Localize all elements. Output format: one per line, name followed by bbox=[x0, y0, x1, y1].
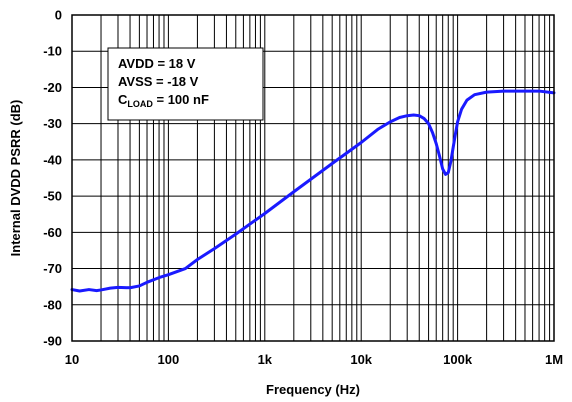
y-axis-title: Internal DVDD PSRR (dB) bbox=[8, 100, 23, 257]
x-tick-label: 100k bbox=[443, 352, 473, 367]
x-tick-label: 1k bbox=[258, 352, 273, 367]
x-tick-label: 10k bbox=[350, 352, 372, 367]
annotation-cload-sub: LOAD bbox=[127, 99, 153, 109]
y-tick-label: -80 bbox=[43, 297, 62, 312]
annotation-cload: CLOAD = 100 nF bbox=[118, 92, 209, 109]
y-tick-label: -40 bbox=[43, 152, 62, 167]
y-tick-label: 0 bbox=[55, 8, 62, 23]
x-axis-title: Frequency (Hz) bbox=[266, 382, 360, 397]
x-tick-label: 100 bbox=[158, 352, 180, 367]
y-tick-label: -10 bbox=[43, 44, 62, 59]
annotation-cload-suffix: = 100 nF bbox=[153, 92, 209, 107]
plot-frame bbox=[71, 14, 555, 342]
y-tick-label: -20 bbox=[43, 80, 62, 95]
x-tick-labels: 10 100 1k 10k 100k 1M bbox=[65, 352, 563, 367]
x-tick-label: 1M bbox=[545, 352, 563, 367]
y-tick-label: -30 bbox=[43, 116, 62, 131]
y-tick-labels: 0 -10 -20 -30 -40 -50 -60 -70 -80 -90 bbox=[43, 8, 62, 349]
y-tick-label: -60 bbox=[43, 225, 62, 240]
x-tick-label: 10 bbox=[65, 352, 79, 367]
y-tick-label: -50 bbox=[43, 189, 62, 204]
y-tick-label: -70 bbox=[43, 261, 62, 276]
annotation-cload-prefix: C bbox=[118, 92, 128, 107]
y-tick-label: -90 bbox=[43, 334, 62, 349]
annotation-box: AVDD = 18 V AVSS = -18 V CLOAD = 100 nF bbox=[107, 47, 264, 121]
annotation-avdd: AVDD = 18 V bbox=[118, 56, 196, 71]
annotation-avss: AVSS = -18 V bbox=[118, 74, 199, 89]
psrr-series-line bbox=[70, 89, 556, 293]
